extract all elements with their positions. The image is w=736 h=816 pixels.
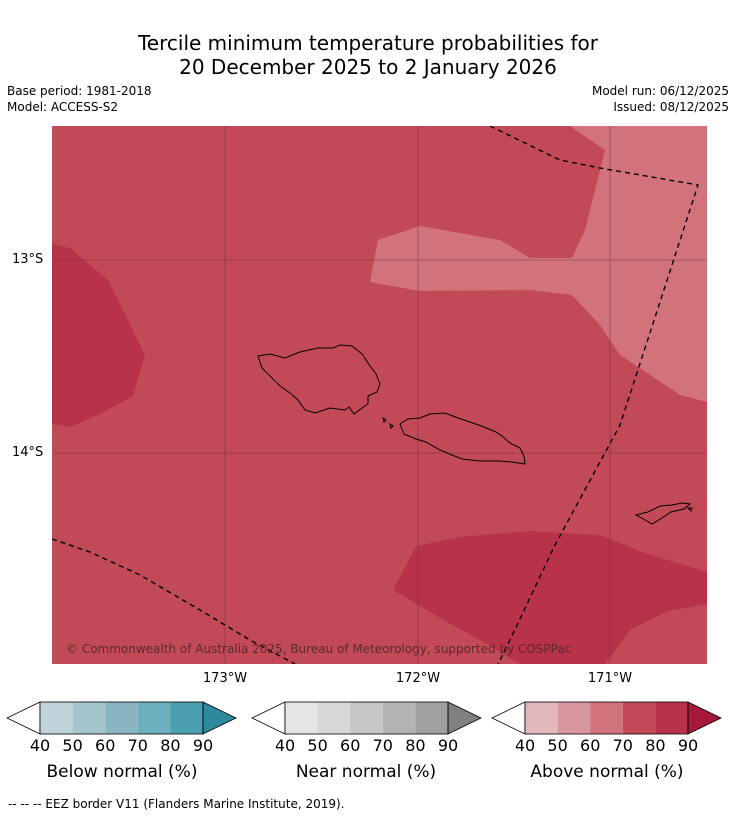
model-run: Model run: 06/12/2025: [591, 84, 729, 98]
colorbar-below-frame: [39, 701, 204, 735]
colorbar-below-tick: 70: [127, 736, 148, 755]
colorbar-near-tick: 40: [274, 736, 296, 755]
colorbar-below-tick: 40: [29, 736, 51, 755]
eez-border: [52, 126, 699, 664]
island-aunuu: [686, 507, 693, 512]
colorbar-below-cell: [72, 702, 106, 734]
colorbar-near-tick: 80: [405, 736, 426, 755]
region-60-70: [370, 126, 707, 402]
colorbar-near-tick: 60: [340, 736, 361, 755]
colorbar-above-cell: [655, 702, 688, 734]
colorbar-near: [251, 701, 482, 735]
colorbar-near-tick: 70: [372, 736, 393, 755]
lon-label-172w: 172°W: [395, 671, 441, 686]
colorbar-near-label: Near normal (%): [295, 762, 437, 782]
islands: [257, 344, 693, 525]
colorbar-near-over: [447, 701, 482, 735]
issued-date: Issued: 08/12/2025: [613, 100, 729, 114]
colorbar-below-over: [202, 701, 237, 735]
colorbar-below-tick: 90: [192, 736, 214, 755]
colorbar-above-tick: 80: [645, 736, 666, 755]
colorbar-above-under: [491, 701, 526, 735]
colorbar-above-tick: 40: [514, 736, 536, 755]
colorbar-below-label: Below normal (%): [46, 762, 198, 782]
colorbar-above-tick: 90: [677, 736, 699, 755]
colorbar-above-cell: [622, 702, 656, 734]
lat-label-14s: 14°S: [12, 445, 44, 460]
colorbar-near-cell: [317, 702, 351, 734]
colorbar-below-tick: 50: [62, 736, 83, 755]
colorbar-below-under: [6, 701, 41, 735]
lon-label-173w: 173°W: [202, 671, 248, 686]
island-manono: [382, 416, 394, 429]
island-tutuila: [634, 502, 692, 525]
island-upolu: [399, 412, 526, 465]
graticule: [52, 126, 707, 664]
model-name: Model: ACCESS-S2: [7, 100, 119, 114]
colorbar-above-cell: [590, 702, 623, 734]
probability-map: © Commonwealth of Australia 2025, Bureau…: [52, 126, 707, 664]
colorbar-above-over: [687, 701, 722, 735]
colorbar-above-tick: 70: [612, 736, 633, 755]
colorbar-near-cell: [350, 702, 383, 734]
colorbar-above-tick: 60: [580, 736, 601, 755]
copyright-notice: © Commonwealth of Australia 2025, Bureau…: [66, 642, 571, 656]
colorbar-near-tick: 50: [307, 736, 328, 755]
colorbar-near-tick: 90: [437, 736, 459, 755]
colorbar-near-frame: [284, 701, 449, 735]
island-savaii: [257, 344, 381, 415]
colorbar-below-cell: [137, 702, 171, 734]
colorbar-near-cell: [285, 702, 318, 734]
colorbar-above-cell: [557, 702, 591, 734]
lon-label-171w: 171°W: [587, 671, 633, 686]
colorbar-above-cell: [525, 702, 558, 734]
colorbar-above: [491, 701, 722, 735]
colorbar-near-under: [251, 701, 286, 735]
colorbar-below: [6, 701, 237, 735]
colorbar-near-cell: [382, 702, 416, 734]
title-line-1: Tercile minimum temperature probabilitie…: [137, 31, 599, 55]
colorbar-near-cell: [415, 702, 448, 734]
colorbar-below-tick: 80: [160, 736, 181, 755]
title-line-2: 20 December 2025 to 2 January 2026: [179, 55, 557, 79]
lat-label-13s: 13°S: [12, 252, 44, 267]
base-period: Base period: 1981-2018: [7, 84, 152, 98]
colorbar-below-cell: [105, 702, 138, 734]
colorbar-below-tick: 60: [95, 736, 116, 755]
colorbar-above-label: Above normal (%): [530, 762, 684, 782]
eez-legend-note: -- -- -- EEZ border V11 (Flanders Marine…: [8, 797, 345, 811]
region-80-90-west: [52, 244, 145, 427]
region-80-90-south: [393, 531, 707, 664]
colorbar-above-tick: 50: [547, 736, 568, 755]
colorbar-below-cell: [40, 702, 73, 734]
colorbar-above-frame: [524, 701, 689, 735]
colorbar-below-cell: [170, 702, 203, 734]
